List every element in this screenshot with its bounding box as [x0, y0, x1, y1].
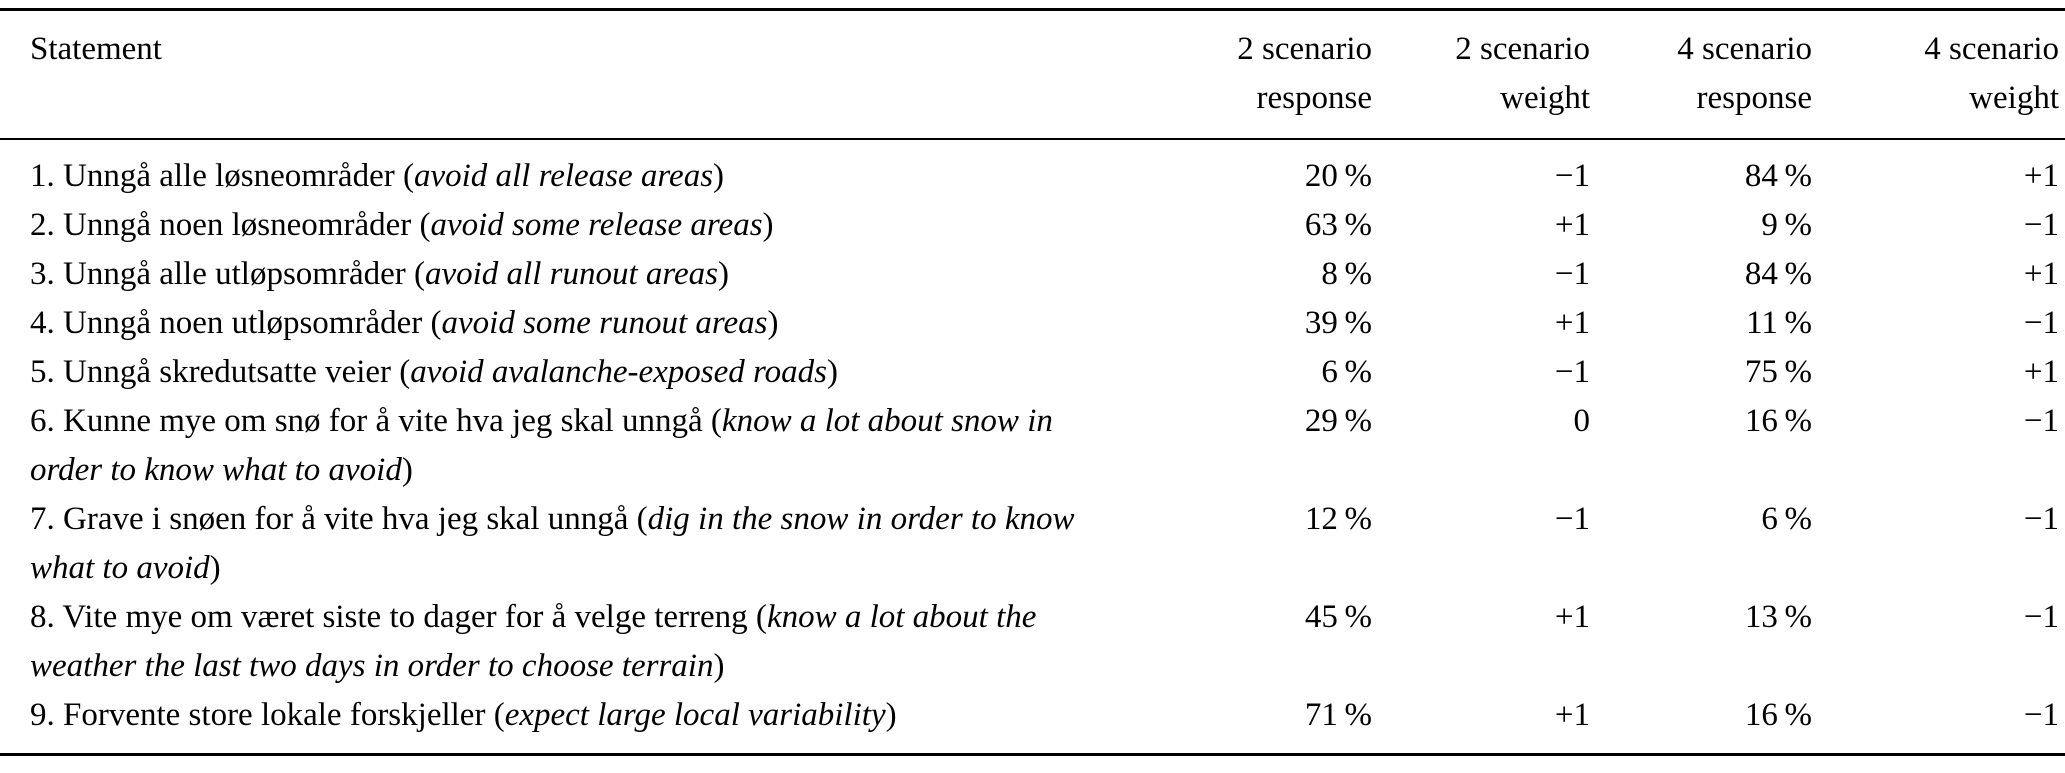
statement-close-paren: ): [767, 305, 779, 341]
table-body: 1. Unngå alle løsneområder (avoid all re…: [0, 139, 2065, 755]
statement-cell: 2. Unngå noen løsneområder (avoid some r…: [0, 201, 1110, 250]
response-2-scenario-cell: 6 %: [1321, 354, 1372, 390]
statement-norwegian: 8. Vite mye om været siste to dager for …: [30, 599, 767, 635]
response-2-scenario-cell: 29 %: [1304, 403, 1372, 439]
statement-cell: 1. Unngå alle løsneområder (avoid all re…: [0, 139, 1110, 201]
weight-2-scenario-cell: 0: [1573, 403, 1591, 439]
weight-2-scenario-cell: −1: [1554, 354, 1590, 390]
table-row-7: 7. Grave i snøen for å vite hva jeg skal…: [0, 495, 2065, 593]
header-line-1: 2 scenario: [1455, 31, 1590, 67]
col-header-2-scenario-weight: 2 scenario weight: [1372, 9, 1590, 140]
weight-4-scenario-cell: −1: [2023, 501, 2059, 537]
header-line-1: 4 scenario: [1677, 31, 1812, 67]
statement-translation: expect large local variability: [504, 697, 886, 733]
statement-close-paren: ): [209, 550, 221, 586]
weight-2-scenario-cell: +1: [1554, 599, 1590, 635]
scenario-statement-table: Statement 2 scenario response 2 scenario…: [0, 8, 2065, 756]
statement-norwegian: 4. Unngå noen utløpsområder (: [30, 305, 442, 341]
col-header-4-scenario-weight: 4 scenario weight: [1812, 9, 2065, 140]
weight-2-scenario-cell: +1: [1554, 207, 1590, 243]
statement-translation: avoid some runout areas: [441, 305, 768, 341]
weight-2-scenario-cell: −1: [1554, 501, 1590, 537]
response-4-scenario-cell: 84 %: [1744, 256, 1812, 292]
statement-norwegian: 9. Forvente store lokale forskjeller (: [30, 697, 505, 733]
header-line-2: weight: [1969, 80, 2059, 116]
statement-translation: know a lot about the weather the last tw…: [30, 599, 1037, 684]
weight-4-scenario-cell: −1: [2023, 403, 2059, 439]
response-4-scenario-cell: 16 %: [1744, 403, 1812, 439]
response-2-scenario-cell: 71 %: [1304, 697, 1372, 733]
statement-norwegian: 2. Unngå noen løsneområder (: [30, 207, 431, 243]
statement-norwegian: 6. Kunne mye om snø for å vite hva jeg s…: [30, 403, 722, 439]
statement-close-paren: ): [401, 452, 413, 488]
statement-translation: avoid all release areas: [413, 158, 714, 194]
response-2-scenario-cell: 45 %: [1304, 599, 1372, 635]
response-2-scenario-cell: 63 %: [1304, 207, 1372, 243]
response-4-scenario-cell: 13 %: [1744, 599, 1812, 635]
table-row-4: 4. Unngå noen utløpsområder (avoid some …: [0, 299, 2065, 348]
statement-cell: 4. Unngå noen utløpsområder (avoid some …: [0, 299, 1110, 348]
statement-translation: know a lot about snow in order to know w…: [30, 403, 1053, 488]
col-header-statement: Statement: [0, 9, 1110, 140]
table-row-9: 9. Forvente store lokale forskjeller (ex…: [0, 691, 2065, 755]
statement-close-paren: ): [826, 354, 838, 390]
col-header-4-scenario-response: 4 scenario response: [1590, 9, 1812, 140]
weight-4-scenario-cell: +1: [2023, 158, 2059, 194]
table-row-3: 3. Unngå alle utløpsområder (avoid all r…: [0, 250, 2065, 299]
statement-close-paren: ): [713, 648, 725, 684]
weight-4-scenario-cell: −1: [2023, 599, 2059, 635]
response-4-scenario-cell: 11 %: [1746, 305, 1812, 341]
statement-translation: avoid some release areas: [430, 207, 763, 243]
header-line-1: 4 scenario: [1924, 31, 2059, 67]
weight-4-scenario-cell: +1: [2023, 354, 2059, 390]
header-line-2: response: [1696, 80, 1812, 116]
table-row-8: 8. Vite mye om været siste to dager for …: [0, 593, 2065, 691]
table-row-1: 1. Unngå alle løsneområder (avoid all re…: [0, 139, 2065, 201]
statement-close-paren: ): [885, 697, 897, 733]
statement-cell: 6. Kunne mye om snø for å vite hva jeg s…: [0, 397, 1110, 495]
statement-norwegian: 3. Unngå alle utløpsområder (: [30, 256, 425, 292]
statement-translation: dig in the snow in order to know what to…: [30, 501, 1075, 586]
weight-2-scenario-cell: −1: [1554, 158, 1590, 194]
statement-cell: 5. Unngå skredutsatte veier (avoid avala…: [0, 348, 1110, 397]
response-4-scenario-cell: 9 %: [1761, 207, 1812, 243]
response-4-scenario-cell: 75 %: [1744, 354, 1812, 390]
statement-cell: 8. Vite mye om været siste to dager for …: [0, 593, 1110, 691]
weight-2-scenario-cell: +1: [1554, 697, 1590, 733]
weight-4-scenario-cell: +1: [2023, 256, 2059, 292]
response-2-scenario-cell: 20 %: [1304, 158, 1372, 194]
response-4-scenario-cell: 16 %: [1744, 697, 1812, 733]
statement-cell: 9. Forvente store lokale forskjeller (ex…: [0, 691, 1110, 755]
header-row: Statement 2 scenario response 2 scenario…: [0, 9, 2065, 140]
header-line-2: weight: [1500, 80, 1590, 116]
table-row-6: 6. Kunne mye om snø for å vite hva jeg s…: [0, 397, 2065, 495]
statement-close-paren: ): [762, 207, 774, 243]
header-line-1: 2 scenario: [1237, 31, 1372, 67]
table-row-5: 5. Unngå skredutsatte veier (avoid avala…: [0, 348, 2065, 397]
statement-close-paren: ): [713, 158, 725, 194]
weight-2-scenario-cell: +1: [1554, 305, 1590, 341]
statement-norwegian: 7. Grave i snøen for å vite hva jeg skal…: [30, 501, 648, 537]
statement-cell: 7. Grave i snøen for å vite hva jeg skal…: [0, 495, 1110, 593]
statement-norwegian: 1. Unngå alle løsneområder (: [30, 158, 414, 194]
weight-4-scenario-cell: −1: [2023, 207, 2059, 243]
response-2-scenario-cell: 12 %: [1304, 501, 1372, 537]
weight-2-scenario-cell: −1: [1554, 256, 1590, 292]
response-4-scenario-cell: 6 %: [1761, 501, 1812, 537]
col-header-2-scenario-response: 2 scenario response: [1110, 9, 1372, 140]
table-row-2: 2. Unngå noen løsneområder (avoid some r…: [0, 201, 2065, 250]
table-header: Statement 2 scenario response 2 scenario…: [0, 9, 2065, 140]
statement-close-paren: ): [718, 256, 729, 292]
statement-norwegian: 5. Unngå skredutsatte veier (: [30, 354, 411, 390]
response-2-scenario-cell: 8 %: [1321, 256, 1372, 292]
statement-translation: avoid all runout areas: [424, 256, 718, 292]
weight-4-scenario-cell: −1: [2023, 697, 2059, 733]
statement-translation: avoid avalanche-exposed roads: [410, 354, 827, 390]
header-line-2: response: [1256, 80, 1372, 116]
weight-4-scenario-cell: −1: [2023, 305, 2059, 341]
statement-cell: 3. Unngå alle utløpsområder (avoid all r…: [0, 250, 1110, 299]
response-4-scenario-cell: 84 %: [1744, 158, 1812, 194]
response-2-scenario-cell: 39 %: [1304, 305, 1372, 341]
